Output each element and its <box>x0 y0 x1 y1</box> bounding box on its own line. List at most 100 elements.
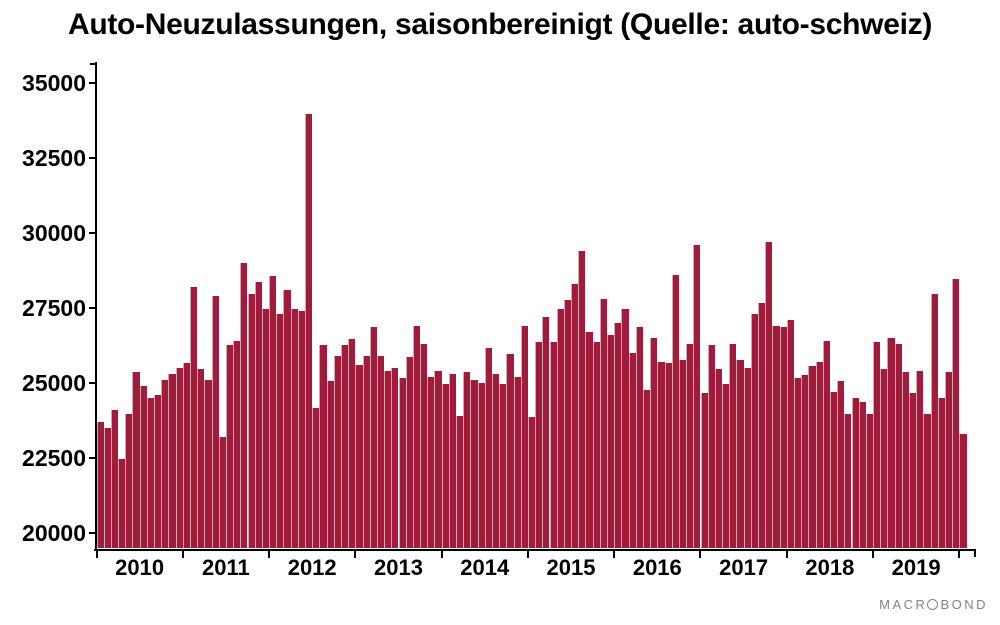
bar <box>441 384 449 549</box>
bar <box>628 352 636 549</box>
bar <box>944 372 953 549</box>
x-axis-year-label: 2019 <box>891 555 941 580</box>
bar <box>333 355 341 549</box>
bar <box>434 370 442 549</box>
x-axis-tick <box>699 551 702 558</box>
bar <box>139 385 147 549</box>
bar <box>355 364 363 549</box>
y-axis-tick <box>88 156 95 159</box>
bar <box>506 354 514 549</box>
bar <box>326 381 334 549</box>
bar <box>779 327 787 549</box>
bar <box>743 367 751 549</box>
bar <box>671 274 679 549</box>
bar <box>614 322 622 549</box>
bar <box>707 345 715 549</box>
bar <box>319 345 327 549</box>
bar <box>146 397 155 549</box>
x-axis-tick <box>613 551 616 558</box>
bar <box>233 340 241 549</box>
bar <box>340 345 349 549</box>
x-axis-year-label: 2014 <box>460 555 510 580</box>
bar <box>765 241 773 549</box>
y-axis-label: 32500 <box>22 144 86 171</box>
bar <box>240 262 248 549</box>
bar <box>657 361 665 549</box>
bar <box>161 379 169 549</box>
bar <box>556 309 564 549</box>
bar <box>463 372 471 549</box>
y-axis-label: 27500 <box>22 294 86 321</box>
x-axis-year-label: 2016 <box>632 555 682 580</box>
bar <box>254 282 262 549</box>
bar <box>700 393 708 549</box>
bar <box>211 295 219 549</box>
x-axis-year-label: 2010 <box>115 555 165 580</box>
bar <box>520 325 528 549</box>
x-axis-tick <box>958 551 961 558</box>
bar <box>642 390 651 549</box>
bar <box>873 342 881 549</box>
x-axis-tick <box>440 551 443 558</box>
bar <box>204 379 212 549</box>
bar <box>125 414 133 549</box>
bar <box>736 360 744 549</box>
bar <box>470 379 478 549</box>
bar <box>729 343 737 549</box>
bar <box>815 361 823 549</box>
bar <box>549 342 557 549</box>
y-axis-tick <box>88 306 95 309</box>
bar <box>369 327 377 549</box>
y-axis-endcap-tick <box>89 62 95 65</box>
x-axis-tick <box>354 551 357 558</box>
bar <box>189 286 198 549</box>
bar <box>499 384 507 549</box>
x-axis-tick <box>872 551 875 558</box>
bar <box>563 300 572 549</box>
bar <box>750 313 759 549</box>
bar <box>851 397 859 549</box>
bar <box>592 342 600 549</box>
bar <box>664 363 672 549</box>
bar <box>269 276 277 549</box>
x-axis-endcap-tick <box>973 551 976 557</box>
x-axis-year-label: 2015 <box>546 555 596 580</box>
bar <box>297 310 306 549</box>
bar <box>829 391 838 549</box>
y-axis-label: 25000 <box>22 369 86 396</box>
bar <box>650 337 658 549</box>
bar <box>218 436 226 549</box>
bar <box>276 313 284 549</box>
bar <box>405 357 413 549</box>
bar <box>758 303 766 549</box>
bar <box>607 334 615 549</box>
bar <box>808 366 816 549</box>
bar <box>527 417 536 549</box>
bar <box>110 409 119 549</box>
bar <box>923 414 931 549</box>
bar <box>398 378 406 549</box>
bar <box>585 331 593 549</box>
bar <box>391 367 399 549</box>
bar <box>484 348 492 549</box>
y-axis-tick <box>88 381 95 384</box>
x-axis-tick <box>785 551 788 558</box>
bar <box>865 414 874 549</box>
macrobond-logo-text-right: BOND <box>940 597 988 612</box>
bar <box>456 415 464 549</box>
bar <box>909 393 917 549</box>
bar <box>930 294 938 549</box>
bar <box>937 397 945 549</box>
bar <box>678 360 687 549</box>
bar <box>225 345 234 549</box>
y-axis-label: 30000 <box>22 219 86 246</box>
bar <box>384 370 392 549</box>
x-axis-year-label: 2012 <box>287 555 337 580</box>
bar <box>283 289 291 549</box>
bar <box>305 114 313 549</box>
bar <box>793 378 802 549</box>
x-axis-tick <box>526 551 529 558</box>
bar <box>247 294 255 549</box>
bar <box>714 369 723 549</box>
